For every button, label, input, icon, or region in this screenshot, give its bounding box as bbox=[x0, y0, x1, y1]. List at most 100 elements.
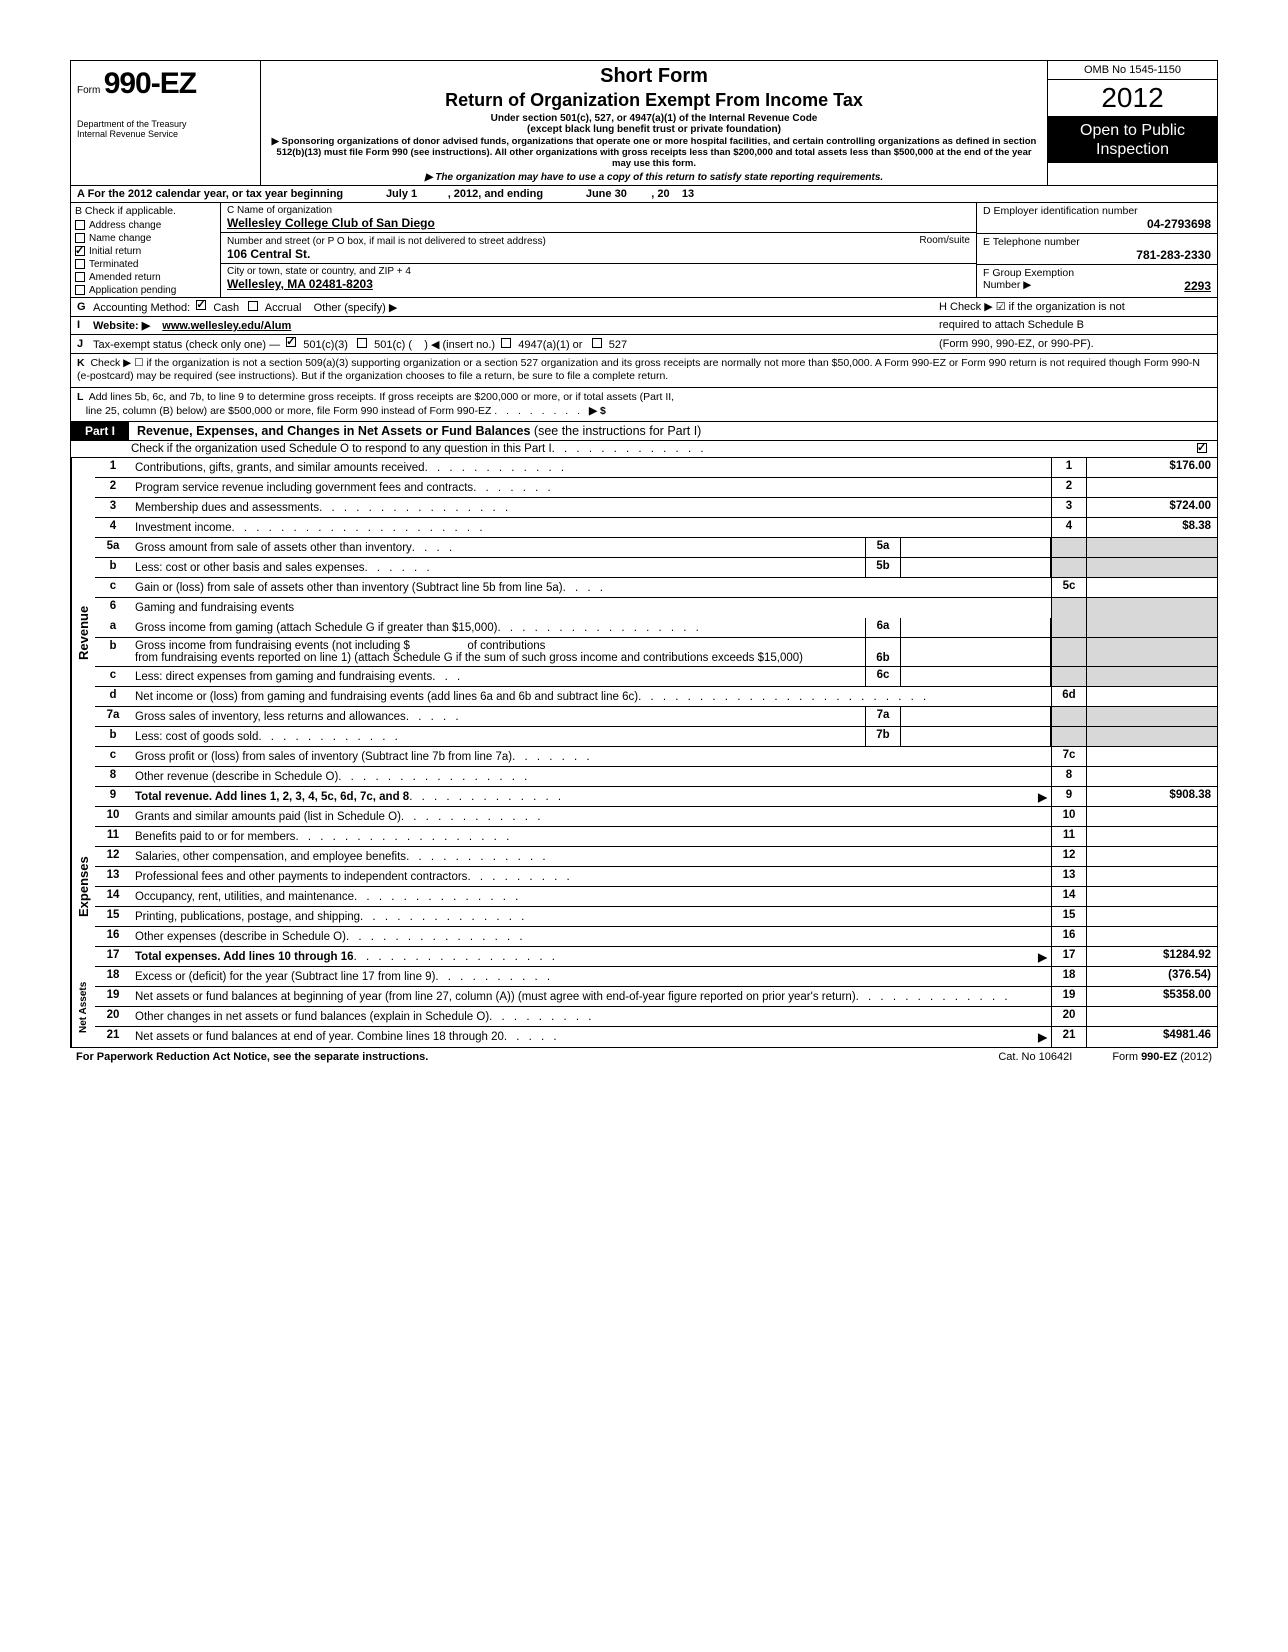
tax-year-end-yr: 13 bbox=[682, 188, 694, 200]
line-18-amount: (376.54) bbox=[1087, 967, 1217, 986]
chk-amended[interactable]: Amended return bbox=[71, 271, 220, 284]
schedule-o-text: Check if the organization used Schedule … bbox=[131, 443, 552, 455]
chk-501c[interactable] bbox=[357, 338, 367, 348]
form-number: 990-EZ bbox=[104, 67, 196, 100]
line-21-amount: $4981.46 bbox=[1087, 1027, 1217, 1047]
line-6d: d Net income or (loss) from gaming and f… bbox=[95, 687, 1217, 707]
h-text3: (Form 990, 990-EZ, or 990-PF). bbox=[931, 338, 1211, 350]
row-g: G Accounting Method: Cash Accrual Other … bbox=[71, 298, 1217, 317]
chk-application-pending[interactable]: Application pending bbox=[71, 284, 220, 297]
i-content: Website: ▶ www.wellesley.edu/Alum bbox=[93, 319, 931, 332]
state-copy-note: ▶ The organization may have to use a cop… bbox=[269, 172, 1039, 183]
chk-address-change[interactable]: Address change bbox=[71, 219, 220, 232]
chk-schedule-o[interactable] bbox=[1197, 443, 1207, 453]
expenses-section: Expenses 10 Grants and similar amounts p… bbox=[71, 807, 1217, 967]
line-3: 3 Membership dues and assessments . . . … bbox=[95, 498, 1217, 518]
chk-4947[interactable] bbox=[501, 338, 511, 348]
line-19-amount: $5358.00 bbox=[1087, 987, 1217, 1006]
header-right: OMB No 1545-1150 2012 Open to Public Ins… bbox=[1047, 61, 1217, 185]
column-b: B Check if applicable. Address change Na… bbox=[71, 203, 221, 297]
room-suite-label: Room/suite bbox=[919, 235, 970, 246]
line-15: 15 Printing, publications, postage, and … bbox=[95, 907, 1217, 927]
tax-year-end: June 30 bbox=[586, 188, 627, 200]
grp-label: F Group Exemption bbox=[983, 267, 1211, 279]
row-i: I Website: ▶ www.wellesley.edu/Alum requ… bbox=[71, 317, 1217, 335]
header-left: Form 990-EZ Department of the Treasury I… bbox=[71, 61, 261, 185]
line-a-mid: , 2012, and ending bbox=[448, 188, 543, 200]
tel-value: 781-283-2330 bbox=[983, 248, 1211, 262]
line-20: 20 Other changes in net assets or fund b… bbox=[95, 1007, 1217, 1027]
website-value: www.wellesley.edu/Alum bbox=[156, 320, 297, 332]
chk-527[interactable] bbox=[592, 338, 602, 348]
org-addr-label: Number and street (or P O box, if mail i… bbox=[227, 236, 546, 247]
subtitle-section: Under section 501(c), 527, or 4947(a)(1)… bbox=[269, 113, 1039, 124]
l-text1: Add lines 5b, 6c, and 7b, to line 9 to d… bbox=[89, 391, 674, 403]
grp-label2: Number ▶ bbox=[983, 279, 1031, 291]
line-4: 4 Investment income . . . . . . . . . . … bbox=[95, 518, 1217, 538]
l-arrow: ▶ $ bbox=[589, 405, 606, 417]
tax-year-begin: July 1 bbox=[386, 188, 417, 200]
sponsor-text: ▶ Sponsoring organizations of donor advi… bbox=[269, 137, 1039, 170]
h-text2: required to attach Schedule B bbox=[931, 319, 1211, 331]
line-5c: c Gain or (loss) from sale of assets oth… bbox=[95, 578, 1217, 598]
line-6c: c Less: direct expenses from gaming and … bbox=[95, 667, 1217, 687]
chk-accrual[interactable] bbox=[248, 301, 258, 311]
line-6: 6 Gaming and fundraising events bbox=[95, 598, 1217, 618]
line-18: 18 Excess or (deficit) for the year (Sub… bbox=[95, 967, 1217, 987]
year-suffix: 12 bbox=[1133, 82, 1164, 113]
line-17-amount: $1284.92 bbox=[1087, 947, 1217, 966]
line-6b: b Gross income from fundraising events (… bbox=[95, 638, 1217, 667]
group-exemption-cell: F Group Exemption Number ▶ 2293 bbox=[977, 265, 1217, 295]
chk-initial-return[interactable]: Initial return bbox=[71, 245, 220, 258]
k-lead: K bbox=[77, 357, 85, 369]
line-14: 14 Occupancy, rent, utilities, and maint… bbox=[95, 887, 1217, 907]
g-lead: G bbox=[77, 301, 93, 313]
header-center: Short Form Return of Organization Exempt… bbox=[261, 61, 1047, 185]
row-k: K Check ▶ ☐ if the organization is not a… bbox=[71, 354, 1217, 388]
chk-cash[interactable] bbox=[196, 300, 206, 310]
line-16: 16 Other expenses (describe in Schedule … bbox=[95, 927, 1217, 947]
part-i-title: Revenue, Expenses, and Changes in Net As… bbox=[129, 422, 1217, 440]
line-11: 11 Benefits paid to or for members . . .… bbox=[95, 827, 1217, 847]
org-city: Wellesley, MA 02481-8203 bbox=[227, 277, 970, 291]
l-text2: line 25, column (B) below) are $500,000 … bbox=[86, 405, 492, 417]
grp-value: 2293 bbox=[1184, 279, 1211, 293]
form-990ez: Form 990-EZ Department of the Treasury I… bbox=[70, 60, 1218, 1048]
section-bcdef: B Check if applicable. Address change Na… bbox=[71, 203, 1217, 298]
title-return: Return of Organization Exempt From Incom… bbox=[269, 90, 1039, 111]
line-2: 2 Program service revenue including gove… bbox=[95, 478, 1217, 498]
dept-irs: Internal Revenue Service bbox=[77, 129, 254, 139]
header-row: Form 990-EZ Department of the Treasury I… bbox=[71, 61, 1217, 186]
org-name-cell: C Name of organization Wellesley College… bbox=[221, 203, 976, 233]
line-10: 10 Grants and similar amounts paid (list… bbox=[95, 807, 1217, 827]
l-dots: . . . . . . . . bbox=[494, 405, 589, 417]
form-ref: Form 990-EZ (2012) bbox=[1112, 1051, 1212, 1063]
i-lead: I bbox=[77, 319, 93, 331]
year-prefix: 20 bbox=[1101, 82, 1132, 113]
line-5b: b Less: cost or other basis and sales ex… bbox=[95, 558, 1217, 578]
org-addr: 106 Central St. bbox=[227, 247, 970, 261]
j-content: Tax-exempt status (check only one) — 501… bbox=[93, 337, 931, 351]
line-1: 1 Contributions, gifts, grants, and simi… bbox=[95, 458, 1217, 478]
line-a: A For the 2012 calendar year, or tax yea… bbox=[71, 186, 1217, 203]
column-c: C Name of organization Wellesley College… bbox=[221, 203, 977, 297]
line-9-amount: $908.38 bbox=[1087, 787, 1217, 806]
chk-501c3[interactable] bbox=[286, 337, 296, 347]
chk-name-change[interactable]: Name change bbox=[71, 232, 220, 245]
line-13: 13 Professional fees and other payments … bbox=[95, 867, 1217, 887]
line-5a: 5a Gross amount from sale of assets othe… bbox=[95, 538, 1217, 558]
org-name-label: C Name of organization bbox=[227, 205, 970, 216]
open-public: Open to Public bbox=[1080, 122, 1185, 139]
paperwork-notice: For Paperwork Reduction Act Notice, see … bbox=[76, 1051, 958, 1063]
chk-terminated[interactable]: Terminated bbox=[71, 258, 220, 271]
schedule-o-check-row: Check if the organization used Schedule … bbox=[71, 441, 1217, 458]
ein-label: D Employer identification number bbox=[983, 205, 1211, 217]
ein-value: 04-2793698 bbox=[983, 217, 1211, 231]
line-4-amount: $8.38 bbox=[1087, 518, 1217, 537]
cat-number: Cat. No 10642I bbox=[958, 1051, 1112, 1063]
line-3-amount: $724.00 bbox=[1087, 498, 1217, 517]
line-7c: c Gross profit or (loss) from sales of i… bbox=[95, 747, 1217, 767]
line-8: 8 Other revenue (describe in Schedule O)… bbox=[95, 767, 1217, 787]
line-19: 19 Net assets or fund balances at beginn… bbox=[95, 987, 1217, 1007]
line-1-amount: $176.00 bbox=[1087, 458, 1217, 477]
